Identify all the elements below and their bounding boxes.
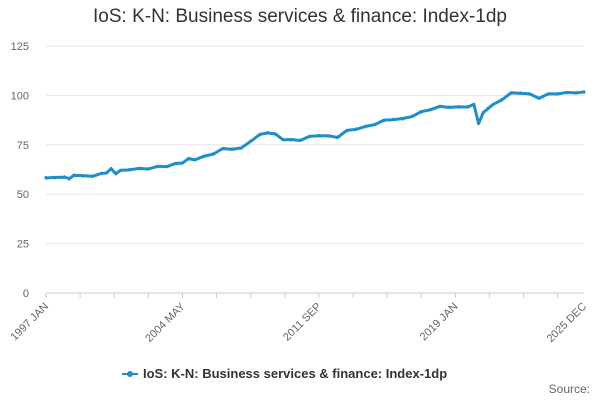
data-point[interactable] bbox=[556, 92, 559, 95]
y-axis-tick-labels: 0 25 50 75 100 125 bbox=[11, 41, 29, 300]
data-point[interactable] bbox=[156, 165, 160, 169]
data-point[interactable] bbox=[289, 138, 293, 142]
y-tick-label: 25 bbox=[17, 239, 29, 251]
legend-label: IoS: K-N: Business services & finance: I… bbox=[143, 366, 447, 381]
data-point[interactable] bbox=[230, 147, 234, 151]
data-point[interactable] bbox=[528, 93, 532, 96]
data-point[interactable] bbox=[266, 131, 270, 134]
data-point[interactable] bbox=[298, 138, 302, 142]
data-point[interactable] bbox=[326, 134, 330, 138]
legend[interactable]: IoS: K-N: Business services & finance: I… bbox=[122, 366, 447, 381]
data-point[interactable] bbox=[466, 105, 470, 108]
y-tick-label: 100 bbox=[11, 90, 29, 102]
x-tick-label: 2025 DEC bbox=[545, 301, 589, 345]
data-point[interactable] bbox=[500, 98, 504, 101]
data-point[interactable] bbox=[438, 105, 442, 109]
data-point[interactable] bbox=[457, 105, 460, 109]
data-point[interactable] bbox=[472, 103, 476, 107]
data-point[interactable] bbox=[391, 117, 395, 121]
series-line[interactable] bbox=[44, 90, 586, 181]
data-point[interactable] bbox=[317, 133, 321, 137]
data-point[interactable] bbox=[373, 122, 377, 126]
grid-lines bbox=[46, 45, 584, 245]
data-point[interactable] bbox=[336, 135, 339, 139]
data-point[interactable] bbox=[486, 106, 490, 110]
data-point[interactable] bbox=[53, 176, 57, 180]
data-point[interactable] bbox=[582, 91, 586, 94]
data-point[interactable] bbox=[221, 147, 225, 151]
data-point[interactable] bbox=[128, 167, 132, 171]
data-point[interactable] bbox=[537, 96, 541, 100]
source-label: Source: bbox=[549, 382, 590, 396]
data-point[interactable] bbox=[509, 92, 513, 95]
x-axis-tick-labels: 1997 JAN 2004 MAY 2011 SEP 2019 JAN 2025 DEC bbox=[8, 300, 589, 345]
data-point[interactable] bbox=[202, 155, 206, 159]
data-point[interactable] bbox=[165, 164, 169, 168]
data-point[interactable] bbox=[187, 157, 191, 161]
data-point[interactable] bbox=[44, 176, 48, 179]
data-point[interactable] bbox=[429, 107, 432, 111]
data-point[interactable] bbox=[212, 152, 215, 155]
data-point[interactable] bbox=[258, 133, 262, 137]
data-point[interactable] bbox=[114, 171, 118, 175]
data-point[interactable] bbox=[477, 121, 480, 125]
x-axis bbox=[45, 292, 584, 298]
data-point[interactable] bbox=[240, 147, 243, 150]
data-point[interactable] bbox=[574, 91, 578, 94]
x-tick-label: 2004 MAY bbox=[143, 300, 188, 345]
x-tick-label: 1997 JAN bbox=[8, 301, 51, 344]
data-point[interactable] bbox=[281, 137, 285, 141]
data-point[interactable] bbox=[491, 103, 494, 107]
data-point[interactable] bbox=[354, 127, 358, 131]
y-tick-label: 75 bbox=[17, 140, 29, 152]
data-point[interactable] bbox=[345, 129, 349, 133]
data-point[interactable] bbox=[419, 110, 423, 114]
data-point[interactable] bbox=[67, 177, 71, 181]
data-point[interactable] bbox=[308, 135, 311, 139]
y-tick-label: 50 bbox=[17, 189, 29, 201]
data-point[interactable] bbox=[519, 91, 522, 95]
data-point[interactable] bbox=[546, 93, 550, 96]
data-point[interactable] bbox=[193, 158, 197, 161]
x-tick-label: 2019 JAN bbox=[418, 301, 461, 344]
data-point[interactable] bbox=[72, 173, 76, 177]
data-point[interactable] bbox=[382, 119, 386, 123]
data-point[interactable] bbox=[137, 167, 141, 171]
data-point[interactable] bbox=[105, 171, 108, 174]
series-layer bbox=[44, 90, 586, 181]
data-point[interactable] bbox=[249, 139, 253, 143]
data-point[interactable] bbox=[109, 167, 113, 171]
data-point[interactable] bbox=[181, 161, 184, 165]
data-point[interactable] bbox=[364, 125, 367, 129]
data-point[interactable] bbox=[146, 167, 150, 170]
data-point[interactable] bbox=[565, 91, 569, 95]
legend-swatch-marker bbox=[127, 371, 133, 377]
data-point[interactable] bbox=[100, 172, 104, 176]
data-point[interactable] bbox=[481, 111, 485, 115]
data-point[interactable] bbox=[63, 175, 66, 179]
data-point[interactable] bbox=[447, 105, 451, 109]
data-point[interactable] bbox=[174, 162, 178, 166]
data-point[interactable] bbox=[401, 117, 404, 121]
data-point[interactable] bbox=[274, 133, 277, 136]
data-point[interactable] bbox=[91, 174, 94, 178]
y-tick-label: 0 bbox=[23, 288, 29, 300]
data-point[interactable] bbox=[410, 114, 414, 118]
y-tick-label: 125 bbox=[11, 41, 29, 53]
data-point[interactable] bbox=[119, 169, 122, 173]
chart-title: IoS: K-N: Business services & finance: I… bbox=[93, 6, 507, 27]
data-point[interactable] bbox=[81, 174, 85, 178]
x-tick-label: 2011 SEP bbox=[281, 301, 324, 344]
